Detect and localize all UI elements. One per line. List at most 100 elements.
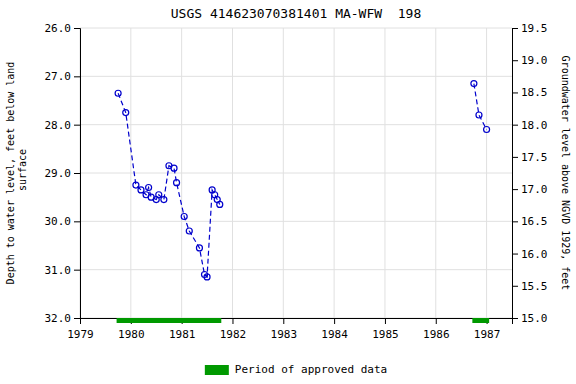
series-line [118,93,220,277]
grid [80,28,512,318]
x-axis-tick-label: 1986 [423,328,450,341]
data-layer [115,81,489,280]
y-axis-line [74,29,81,319]
y2-axis-tick-mark [512,60,518,61]
y2-axis-tick-label: 19.5 [521,22,548,35]
y-axis-tick: 27.0 [45,70,81,83]
y-axis-tick: 28.0 [45,119,81,132]
x-axis: 1979 1980 1981 1982 1983 1984 1985 1986 1987 [67,318,512,341]
approved-period-bar [472,318,489,323]
y2-axis-tick-label: 17.5 [521,151,548,164]
approved-periods [117,318,490,323]
y-axis-tick: 26.0 [45,22,81,35]
y2-axis-tick-label: 15.0 [521,312,548,325]
y2-axis-tick-label: 17.0 [521,183,548,196]
y2-axis-tick-mark [512,286,518,287]
series-marker [186,228,192,234]
chart: 1979 1980 1981 1982 1983 1984 1985 1986 1987 26.0… [0,0,576,384]
y-axis-title: Depth to water level, feet below land su… [5,62,28,285]
y2-axis-tick-label: 16.5 [521,215,548,228]
y-axis-tick-mark [74,173,80,174]
x-axis-tick-mark [385,318,386,324]
y2-axis-tick-label: 18.0 [521,119,548,132]
y2-axis-tick: 16.5 [512,215,548,228]
grid-line-y [80,124,512,125]
x-axis-tick-label: 1979 [67,328,94,341]
y2-axis-tick: 15.5 [512,280,548,293]
y-axis-tick-label: 31.0 [45,264,72,277]
y-axis-tick: 32.0 [45,312,81,325]
grid-line-y [80,173,512,174]
y2-axis-tick-label: 19.0 [521,54,548,67]
series-marker [196,245,202,251]
x-axis-tick-mark [283,318,284,324]
y-axis-tick-mark [74,28,80,29]
y-axis-tick-label: 26.0 [45,22,72,35]
approved-period-bar [117,318,222,323]
y2-axis-tick: 19.5 [512,22,548,35]
y-axis: 26.0 27.0 28.0 29.0 30.0 31.0 32.0 [45,22,81,325]
x-axis-tick-label: 1985 [372,328,399,341]
y-axis-tick-mark [74,318,80,319]
y-axis-tick-mark [74,270,80,271]
x-axis-tick-label: 1982 [220,328,247,341]
series-marker [133,182,139,188]
x-axis-tick-label: 1980 [118,328,145,341]
series-marker [156,192,162,198]
series-marker [161,197,167,203]
y2-axis-tick-label: 18.5 [521,86,548,99]
y-axis-tick-label: 32.0 [45,312,72,325]
x-axis-tick-mark [232,318,233,324]
y2-axis-tick: 16.0 [512,248,548,261]
series-marker [476,112,482,118]
plot: 1979 1980 1981 1982 1983 1984 1985 1986 1987 26.0… [5,22,571,341]
x-axis-tick-label: 1984 [321,328,348,341]
y-axis-tick: 29.0 [45,167,81,180]
y2-axis-title: Groundwater level above NGVD 1929, feet [560,56,571,291]
y2-axis-tick-mark [512,318,518,319]
y2-axis-tick: 18.5 [512,86,548,99]
y2-axis-tick-mark [512,157,518,158]
y-axis-tick: 30.0 [45,215,81,228]
series-marker [471,81,477,87]
series-marker [115,90,121,96]
y2-axis-tick-label: 15.5 [521,280,548,293]
series-marker [204,274,210,280]
legend-label: Period of approved data [235,363,387,376]
y2-axis-tick: 17.5 [512,151,548,164]
x-axis-tick-mark [334,318,335,324]
legend: Period of approved data [205,363,387,376]
series-marker [217,201,223,207]
y2-axis-tick-mark [512,254,518,255]
y-axis-tick-label: 27.0 [45,70,72,83]
y2-axis-tick-mark [512,28,518,29]
series-marker [181,214,187,220]
grid-line-y [80,269,512,270]
y-axis-tick-label: 30.0 [45,215,72,228]
x-axis-tick: 1986 [423,318,450,341]
y2-axis-tick: 19.0 [512,54,548,67]
y2-axis-tick-label: 16.0 [521,248,548,261]
y-axis-tick-label: 28.0 [45,119,72,132]
series-marker [138,187,144,193]
title: USGS 414623070381401 MA-WFW 198 [171,6,421,21]
y-axis-tick: 31.0 [45,264,81,277]
x-axis-tick: 1982 [220,318,247,341]
x-axis-tick: 1979 [67,318,94,341]
y2-axis-tick: 15.0 [512,312,548,325]
x-axis-tick-label: 1983 [271,328,298,341]
y-axis-tick-mark [74,125,80,126]
x-axis-tick: 1985 [372,318,399,341]
grid-line-y [80,76,512,77]
y2-axis-tick-mark [512,189,518,190]
y2-axis-tick: 17.0 [512,183,548,196]
x-axis-tick-label: 1981 [169,328,196,341]
series-line [474,84,487,130]
y2-axis-tick-mark [512,125,518,126]
y2-axis-line [513,29,519,319]
y2-axis-tick: 18.0 [512,119,548,132]
legend-swatch [205,365,229,375]
series-marker [146,185,152,191]
x-axis-tick: 1983 [271,318,298,341]
x-axis-tick-label: 1987 [474,328,501,341]
